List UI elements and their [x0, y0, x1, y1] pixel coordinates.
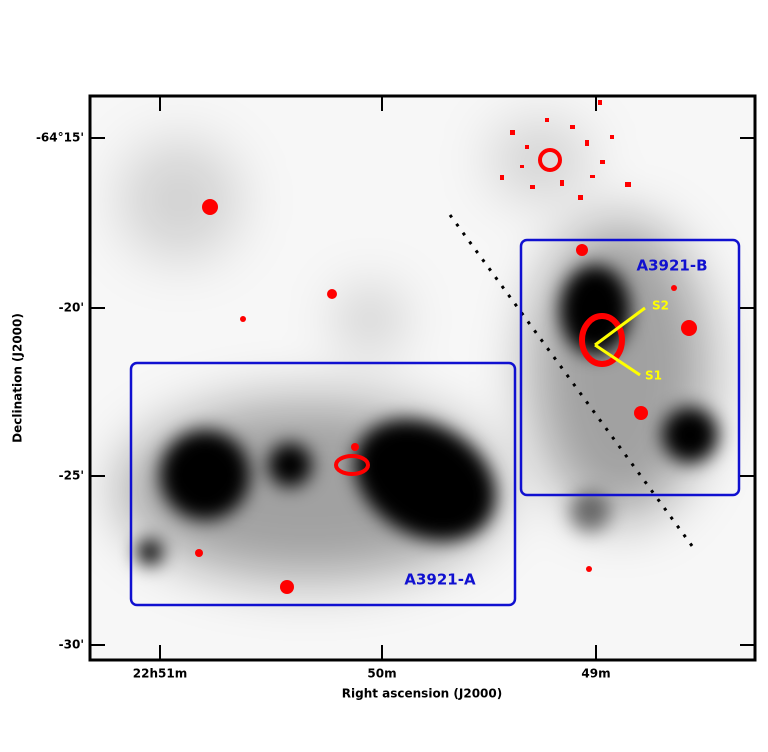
- x-tick-label: 22h51m: [133, 667, 187, 681]
- ticks: [90, 96, 755, 660]
- y-tick-label: -30': [59, 638, 84, 652]
- marker-label: S1: [645, 369, 662, 383]
- region-label: A3921-A: [404, 571, 476, 589]
- x-tick-label: 50m: [367, 667, 396, 681]
- region-box: [519, 238, 741, 497]
- x-tick-label: 49m: [581, 667, 610, 681]
- yellow-markers: [594, 306, 646, 377]
- region-label: A3921-B: [636, 257, 707, 275]
- y-tick-label: -20': [59, 301, 84, 315]
- marker-label: S2: [652, 299, 669, 313]
- y-tick-label: -25': [59, 469, 84, 483]
- region-box: [129, 361, 517, 607]
- sky-image: S2 S1: [90, 96, 755, 660]
- x-axis-label: Right ascension (J2000): [342, 687, 503, 701]
- y-tick-label: -64°15': [36, 131, 84, 145]
- y-axis-label: Declination (J2000): [11, 313, 25, 443]
- x-ray-contours: [195, 100, 697, 594]
- frame: [88, 94, 757, 662]
